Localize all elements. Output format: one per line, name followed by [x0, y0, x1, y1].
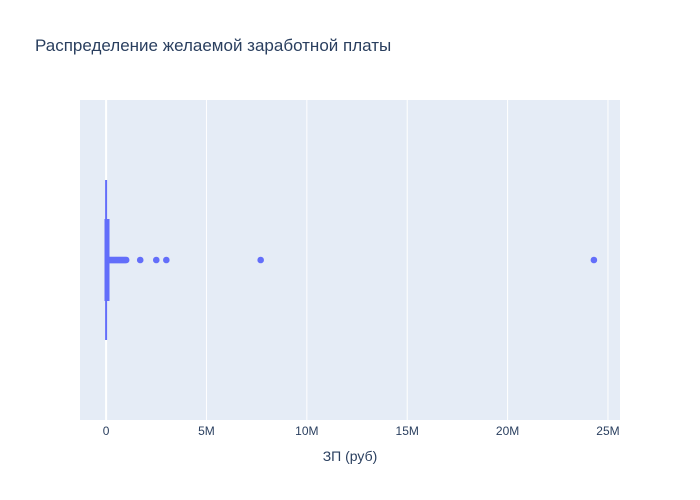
outlier-point: [257, 256, 264, 264]
outlier-points: [105, 256, 598, 264]
plot-area: [80, 100, 620, 420]
x-axis-ticks: 0 5M 10M 15M 20M 25M: [103, 424, 620, 438]
x-tick-label: 20M: [496, 424, 519, 438]
x-tick-label: 5M: [198, 424, 215, 438]
outlier-point: [590, 256, 598, 264]
chart-title: Распределение желаемой заработной платы: [35, 36, 391, 55]
x-tick-label: 25M: [596, 424, 619, 438]
outlier-point: [122, 256, 130, 264]
outlier-point: [152, 256, 160, 264]
x-tick-label: 10M: [295, 424, 318, 438]
x-tick-label: 15M: [396, 424, 419, 438]
outlier-point: [163, 256, 170, 264]
x-tick-label: 0: [103, 424, 110, 438]
x-axis-title: ЗП (руб): [323, 448, 378, 464]
outlier-point: [136, 256, 144, 264]
